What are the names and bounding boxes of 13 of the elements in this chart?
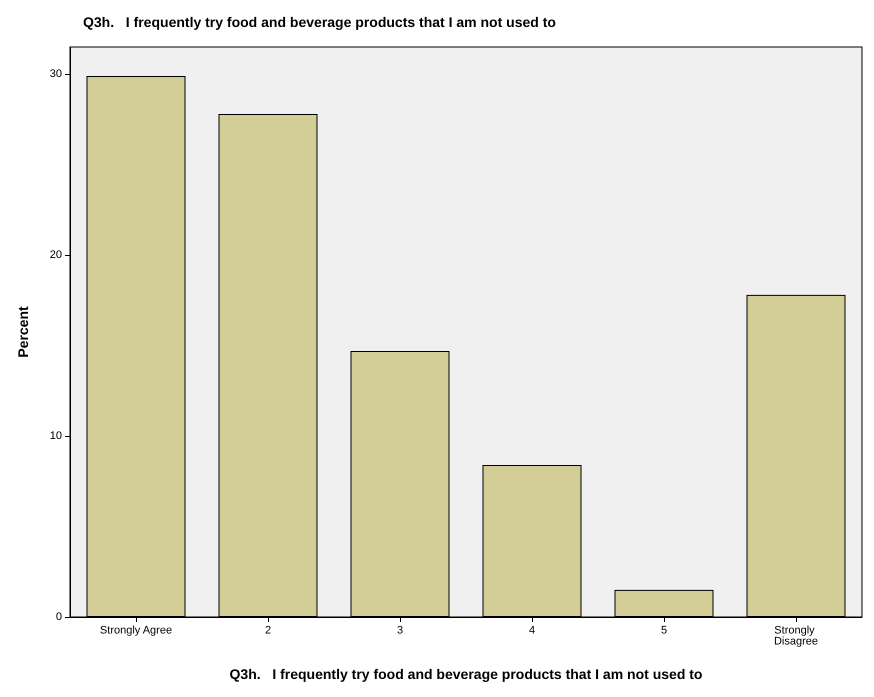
x-tick-label: Strongly Agree	[100, 624, 172, 636]
x-tick-label: 3	[396, 624, 404, 636]
y-tick-label: 20	[50, 249, 62, 262]
x-tick-label: 2	[264, 624, 272, 636]
y-tick-label: 10	[50, 430, 62, 442]
x-tick-label: 4	[528, 624, 536, 636]
x-tick-label: 5	[660, 624, 668, 636]
y-tick-label: 0	[56, 611, 62, 623]
x-tick-label: Strongly Disagree	[774, 624, 818, 648]
y-tick-label: 30	[50, 68, 62, 80]
x-axis-title: Q3h. I frequently try food and beverage products that I am not used to	[230, 666, 702, 682]
chart-title: Q3h. I frequently try food and beverage products that I am not used to	[83, 14, 556, 30]
y-axis-title: Percent	[15, 306, 31, 358]
